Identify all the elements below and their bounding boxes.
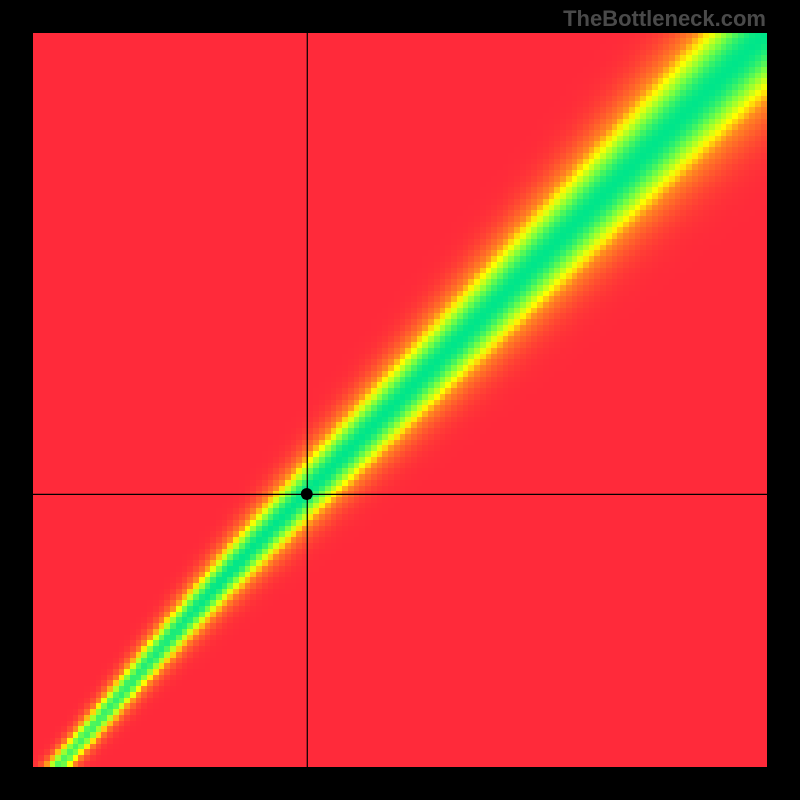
watermark-text: TheBottleneck.com [563,6,766,32]
chart-container: TheBottleneck.com [0,0,800,800]
bottleneck-heatmap [33,33,767,767]
